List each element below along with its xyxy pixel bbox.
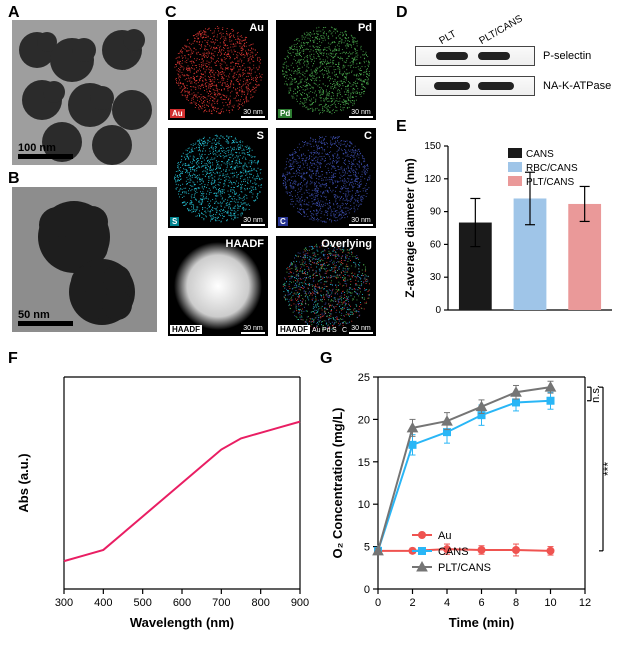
overlay-tag: C (342, 327, 347, 334)
scalebar-text-b: 50 nm (18, 309, 50, 321)
map-title: Overlying (321, 238, 372, 250)
map-scalebar: 30 nm (241, 109, 265, 118)
bar-chart-e: 0306090120150Z-average diameter (nm)CANS… (400, 128, 620, 328)
wb-band (478, 52, 510, 60)
scalebar-text-a: 100 nm (18, 142, 56, 154)
elemental-map-pd: Pd Pd 30 nm (276, 20, 376, 120)
wb-band (434, 82, 470, 90)
wb-band (436, 52, 468, 60)
wb-row-label: P-selectin (543, 50, 591, 62)
wb-lane-2: PLT/CANS (478, 13, 525, 47)
map-tag: C (278, 217, 288, 226)
wb-strip (415, 46, 535, 66)
figure-root: A 100 nm B (0, 0, 626, 648)
map-tag: S (170, 217, 179, 226)
map-tag: Au (170, 109, 185, 118)
map-scalebar: 30 nm (349, 217, 373, 226)
map-tag: Pd (278, 109, 292, 118)
map-scalebar: 30 nm (349, 109, 373, 118)
scalebar-line-a (18, 154, 73, 159)
elemental-map-overlying: Overlying HAADFAuPdSC30 nm (276, 236, 376, 336)
wb-rows: P-selectin NA-K-ATPase (415, 46, 535, 96)
map-title: C (364, 130, 372, 142)
map-tag: HAADF (278, 325, 310, 334)
wb-row: NA-K-ATPase (415, 76, 535, 96)
line-chart-f-svg: 300400500600700800900Wavelength (nm)Abs … (12, 365, 312, 635)
elemental-map-au: Au Au 30 nm (168, 20, 268, 120)
elemental-map-s: S S 30 nm (168, 128, 268, 228)
wb-lane-1: PLT (438, 29, 459, 47)
map-title: Au (249, 22, 264, 34)
map-title: HAADF (226, 238, 265, 250)
elemental-map-c: C C 30 nm (276, 128, 376, 228)
panel-label-d: D (396, 4, 408, 22)
wb-band (478, 82, 514, 90)
scalebar-b: 50 nm (18, 309, 73, 326)
wb-strip (415, 76, 535, 96)
tem-image-a: 100 nm (12, 20, 157, 165)
map-title: Pd (358, 22, 372, 34)
map-title: S (257, 130, 264, 142)
wb-lane-labels: PLT PLT/CANS (415, 16, 535, 46)
overlay-tag: Au (312, 327, 321, 334)
wb-row-label: NA-K-ATPase (543, 80, 611, 92)
line-chart-g-svg: 0246810120510152025Time (min)O₂ Concentr… (326, 365, 621, 635)
map-scalebar: 30 nm (241, 217, 265, 226)
western-blot: PLT PLT/CANS P-selectin NA-K-ATPase (415, 16, 535, 106)
overlay-tag: Pd (322, 327, 331, 334)
panel-label-b: B (8, 170, 20, 188)
map-tag: HAADF (170, 325, 202, 334)
scalebar-a: 100 nm (18, 142, 73, 159)
elemental-map-haadf: HAADF HAADF 30 nm (168, 236, 268, 336)
bar-chart-svg: 0306090120150Z-average diameter (nm)CANS… (400, 128, 620, 328)
scalebar-line-b (18, 321, 73, 326)
overlay-tag: S (332, 327, 337, 334)
tem-image-b: 50 nm (12, 187, 157, 332)
line-chart-g: 0246810120510152025Time (min)O₂ Concentr… (326, 365, 621, 635)
line-chart-f: 300400500600700800900Wavelength (nm)Abs … (12, 365, 312, 635)
wb-row: P-selectin (415, 46, 535, 66)
map-scalebar: 30 nm (241, 325, 265, 334)
map-scalebar: 30 nm (349, 325, 373, 334)
